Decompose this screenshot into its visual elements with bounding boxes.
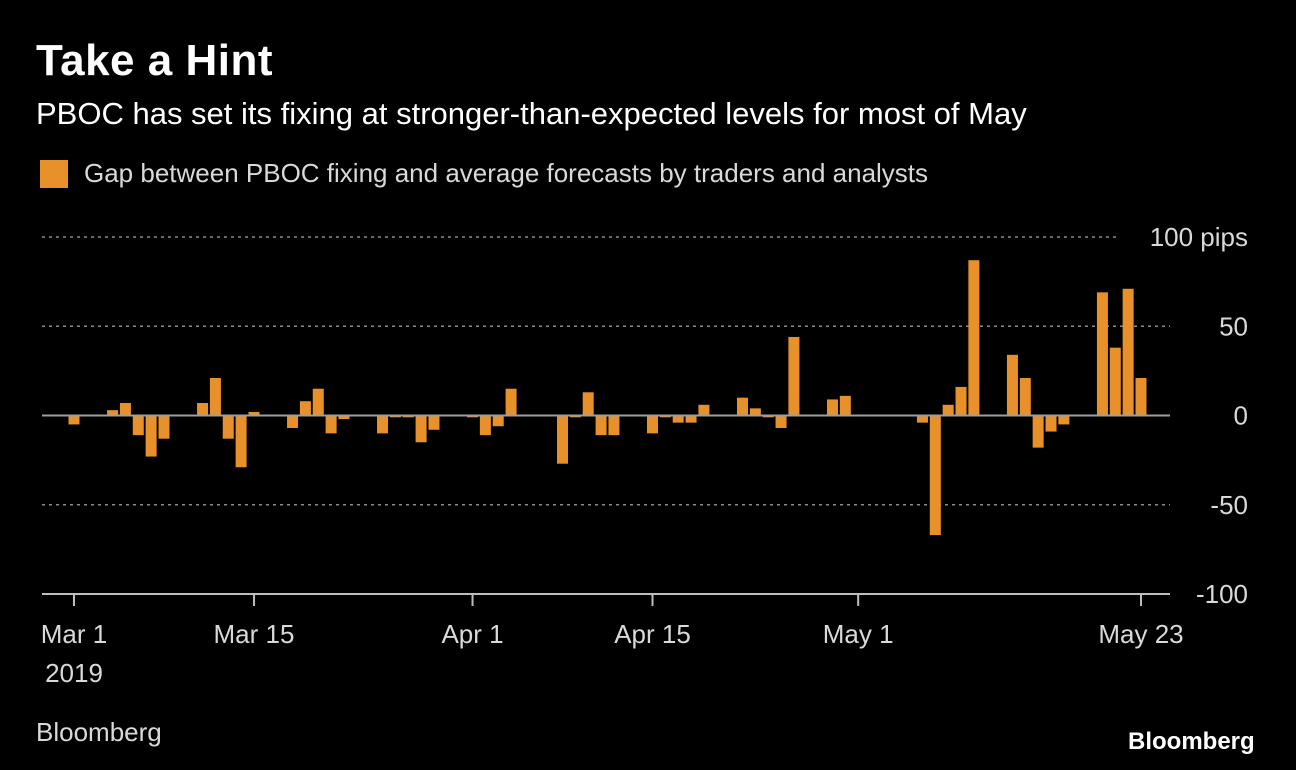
bar xyxy=(685,415,697,423)
bar xyxy=(415,415,427,443)
legend-label: Gap between PBOC fixing and average fore… xyxy=(84,158,929,188)
bar xyxy=(222,415,234,439)
source-label: Bloomberg xyxy=(36,717,162,747)
bar xyxy=(235,415,247,468)
bar xyxy=(158,415,170,439)
bar xyxy=(775,415,787,428)
bar xyxy=(826,399,838,416)
x-tick-sublabel: 2019 xyxy=(45,658,103,688)
y-tick-label: 100 pips xyxy=(1150,222,1248,252)
y-tick-label: 0 xyxy=(1234,401,1248,431)
bar xyxy=(492,415,504,427)
bar xyxy=(119,403,131,416)
bar xyxy=(1006,354,1018,416)
x-tick-label: Apr 1 xyxy=(441,619,503,649)
bar xyxy=(916,415,928,423)
bar xyxy=(1019,378,1031,416)
x-tick-label: Mar 1 xyxy=(41,619,107,649)
bar xyxy=(557,415,569,464)
bar xyxy=(942,404,954,416)
x-tick-label: Apr 15 xyxy=(614,619,691,649)
bar xyxy=(646,415,658,434)
x-tick-label: May 23 xyxy=(1098,619,1183,649)
bar xyxy=(698,404,710,416)
bar xyxy=(1045,415,1057,432)
bar xyxy=(145,415,157,457)
bar xyxy=(955,386,967,416)
bar xyxy=(107,410,119,416)
bar xyxy=(132,415,144,436)
bar xyxy=(839,395,851,416)
bar xyxy=(608,415,620,436)
bar xyxy=(736,397,748,416)
bar xyxy=(1032,415,1044,448)
bar xyxy=(209,378,221,416)
bar xyxy=(595,415,607,436)
chart-subtitle: PBOC has set its fixing at stronger-than… xyxy=(36,96,1027,131)
bar xyxy=(788,336,800,416)
bar xyxy=(377,415,389,434)
chart-title: Take a Hint xyxy=(36,36,273,85)
chart-legend: Gap between PBOC fixing and average fore… xyxy=(40,158,928,189)
bar xyxy=(479,415,491,436)
bar xyxy=(325,415,337,434)
brand-logo: Bloomberg xyxy=(1128,728,1255,755)
legend-swatch xyxy=(40,159,68,188)
bar xyxy=(1058,415,1070,425)
bar xyxy=(505,388,517,416)
bar xyxy=(287,415,299,428)
bar xyxy=(968,260,980,416)
bar xyxy=(1096,292,1108,416)
bar xyxy=(749,408,761,416)
y-tick-label: 50 xyxy=(1219,311,1248,341)
bar xyxy=(1109,347,1121,416)
bar xyxy=(672,415,684,423)
bar xyxy=(248,411,260,416)
bar xyxy=(197,403,209,416)
bar xyxy=(299,401,311,416)
y-tick-label: -50 xyxy=(1210,490,1248,520)
x-tick-label: May 1 xyxy=(823,619,894,649)
bar xyxy=(929,415,941,536)
x-tick-label: Mar 15 xyxy=(214,619,295,649)
bar xyxy=(1135,378,1147,416)
bar xyxy=(68,415,80,425)
bar xyxy=(312,388,324,416)
bar xyxy=(582,392,594,416)
bar xyxy=(338,415,350,420)
bar xyxy=(1122,288,1134,416)
y-tick-label: -100 xyxy=(1196,579,1248,609)
bar xyxy=(428,415,440,430)
